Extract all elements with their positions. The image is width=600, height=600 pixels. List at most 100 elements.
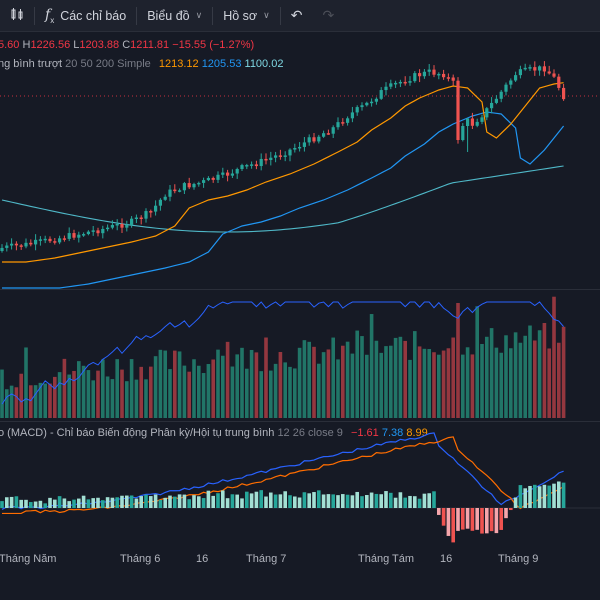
pane-divider[interactable] (0, 289, 600, 290)
volume-bar (432, 352, 436, 418)
profile-menu[interactable]: Hồ sơ ∨ (213, 0, 280, 32)
macd-histogram-bar (552, 483, 556, 508)
candle-body (206, 177, 210, 181)
candle-body (58, 238, 62, 243)
candle-body (77, 234, 81, 238)
candle-body (394, 82, 398, 85)
low-value: 1203.88 (79, 39, 120, 51)
volume-bar (221, 355, 225, 418)
volume-bar (389, 345, 393, 418)
toolbar-divider (212, 6, 214, 25)
volume-bar (341, 345, 345, 418)
macd-histogram-bar (542, 484, 547, 508)
candle-body (230, 173, 234, 176)
candle-body (317, 136, 321, 142)
macd-legend[interactable]: o (MACD) - Chỉ báo Biến động Phân kỳ/Hội… (0, 427, 428, 439)
volume-bar (53, 376, 57, 418)
chart-canvas[interactable] (0, 33, 600, 548)
volume-bar (288, 366, 292, 418)
candle-body (5, 245, 9, 248)
volume-bar (437, 354, 441, 418)
candle-body (67, 233, 71, 239)
macd-histogram-bar (288, 495, 292, 508)
volume-bar (413, 331, 417, 418)
time-axis-label: 16 (196, 553, 209, 565)
candle-body (96, 230, 100, 234)
macd-histogram-bar (187, 499, 191, 508)
macd-histogram-bar (518, 485, 523, 508)
volume-bar (365, 354, 369, 418)
macd-line (1, 432, 564, 510)
volume-bar (326, 349, 331, 418)
candle-body (422, 71, 426, 77)
candle-body (341, 122, 345, 124)
candle-body (298, 146, 302, 149)
undo-button[interactable]: ↶ (281, 0, 313, 32)
macd-histogram-bar (254, 491, 259, 508)
chevron-down-icon: ∨ (195, 10, 203, 20)
macd-histogram-bar (384, 491, 388, 508)
volume-bar (475, 306, 479, 418)
chart-type-menu[interactable]: Biểu đồ ∨ (137, 0, 212, 32)
candle-body (355, 107, 359, 113)
volume-bar (125, 381, 129, 418)
volume-bar (43, 383, 47, 418)
candle-body (552, 73, 556, 77)
volume-bar (240, 347, 244, 418)
high-value: 1226.56 (30, 39, 71, 51)
macd-histogram-bar (345, 494, 350, 508)
candle-body (427, 69, 431, 72)
macd-histogram-bar (264, 496, 268, 508)
candle-body (182, 183, 186, 191)
macd-histogram-bar (537, 486, 542, 508)
time-axis-label: 16 (440, 553, 453, 565)
macd-histogram-bar (533, 484, 537, 508)
candle-body (437, 73, 441, 76)
volume-bar (345, 341, 350, 418)
macd-histogram-bar (293, 496, 297, 508)
macd-histogram-bar (24, 499, 28, 508)
candle-body (350, 112, 354, 119)
candle-body (38, 239, 42, 241)
bar-style-button[interactable] (0, 0, 34, 32)
indicators-button[interactable]: fx Các chỉ báo (35, 0, 136, 32)
volume-bar (5, 389, 9, 418)
candle-body (264, 158, 268, 161)
macd-histogram-bar (403, 497, 407, 508)
volume-bar (86, 370, 91, 418)
macd-histogram-bar (489, 508, 494, 532)
volume-bar (408, 359, 412, 418)
volume-bar (403, 340, 407, 418)
ma-legend[interactable]: ng bình trượt 20 50 200 Simple 1213.12 1… (0, 58, 283, 70)
macd-histogram-bar (393, 497, 398, 508)
macd-histogram-bar (197, 496, 201, 508)
candle-body (120, 223, 124, 228)
pane-divider[interactable] (0, 421, 600, 422)
candle-body (403, 81, 407, 84)
candle-body (533, 67, 537, 71)
redo-button[interactable]: ↷ (312, 0, 344, 32)
volume-bar (153, 356, 158, 418)
macd-histogram-bar (427, 493, 431, 508)
candle-body (168, 189, 172, 197)
macd-histogram-bar (101, 500, 105, 508)
macd-histogram-bar (96, 497, 100, 508)
macd-histogram-bar (216, 493, 220, 508)
volume-bar (105, 376, 110, 418)
volume-bar (149, 366, 153, 418)
macd-histogram-bar (5, 497, 9, 508)
macd-histogram-bar (465, 508, 470, 529)
candle-body (307, 137, 311, 143)
macd-histogram-bar (355, 491, 359, 508)
candle-body (475, 121, 479, 126)
candle-body (245, 165, 249, 167)
candle-body (360, 105, 364, 108)
macd-histogram-bar (129, 495, 134, 508)
volume-bar (173, 350, 177, 418)
macd-histogram-bar (9, 496, 14, 508)
volume-bar (245, 368, 249, 418)
macd-histogram-bar (225, 498, 230, 508)
candle-body (154, 205, 158, 212)
volume-bar (129, 359, 134, 418)
candle-body (187, 183, 191, 188)
